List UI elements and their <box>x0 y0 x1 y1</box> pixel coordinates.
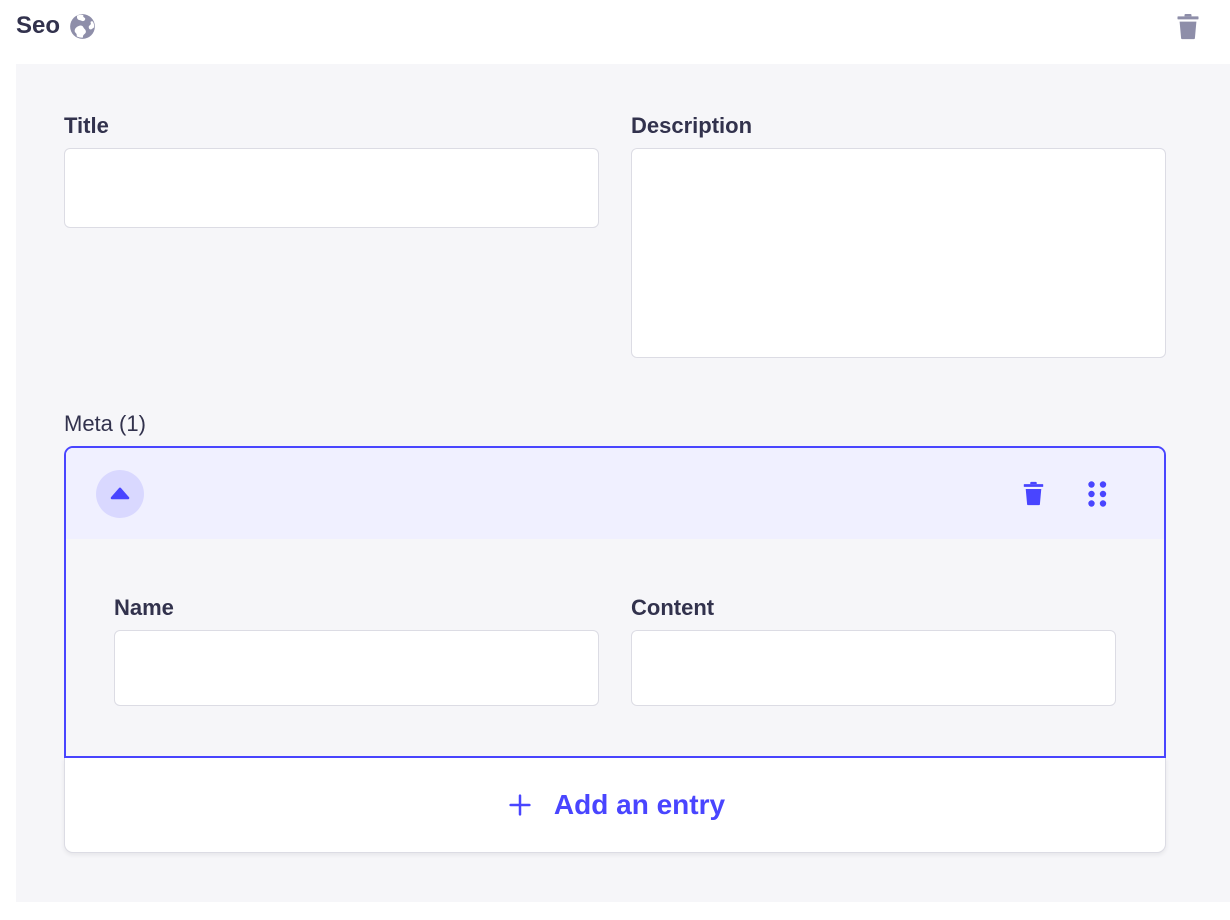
trash-icon <box>1022 481 1045 506</box>
description-textarea[interactable] <box>631 148 1166 358</box>
title-input[interactable] <box>64 148 599 228</box>
drag-handle-icon <box>1087 480 1108 507</box>
component-header: Seo <box>0 0 1230 64</box>
meta-footer: Add an entry <box>64 758 1166 853</box>
meta-repeatable: Name Content Add an entry <box>64 446 1166 853</box>
entry-actions <box>1022 480 1108 507</box>
plus-icon <box>505 790 535 820</box>
meta-entry-header[interactable] <box>66 448 1164 539</box>
component-delete-button[interactable] <box>1176 13 1200 40</box>
component-title: Seo <box>16 12 61 39</box>
fields-row: Title Description <box>64 114 1166 358</box>
name-field-label: Name <box>114 595 174 620</box>
add-entry-button[interactable]: Add an entry <box>505 789 725 821</box>
drag-handle[interactable] <box>1087 480 1108 507</box>
delete-entry-button[interactable] <box>1022 481 1045 506</box>
component-form-panel: Title Description Meta (1) <box>16 64 1230 902</box>
trash-icon <box>1176 13 1200 40</box>
content-field-label: Content <box>631 595 715 620</box>
title-field-label: Title <box>64 113 109 138</box>
name-field: Name <box>114 596 599 706</box>
description-field: Description <box>631 114 1166 358</box>
content-input[interactable] <box>631 630 1116 706</box>
meta-entry: Name Content <box>64 446 1166 758</box>
globe-icon <box>69 13 96 40</box>
description-field-label: Description <box>631 113 753 138</box>
caret-up-icon <box>110 487 130 500</box>
title-field: Title <box>64 114 599 228</box>
content-field: Content <box>631 596 1116 706</box>
add-entry-label: Add an entry <box>553 789 726 820</box>
meta-entry-body: Name Content <box>66 539 1164 756</box>
collapse-entry-button[interactable] <box>96 469 144 518</box>
meta-field-label: Meta (1) <box>64 411 146 436</box>
name-input[interactable] <box>114 630 599 706</box>
